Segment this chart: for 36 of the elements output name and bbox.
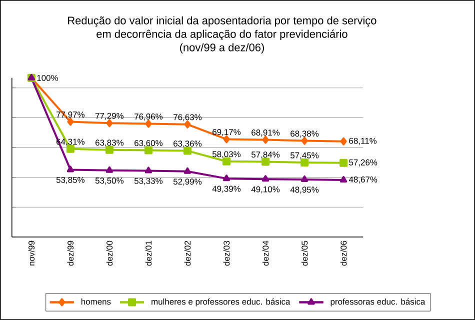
- legend-label: professoras educ. básica: [330, 298, 426, 306]
- data-label: 69,17%: [212, 129, 241, 136]
- data-label: 58,03%: [212, 151, 241, 158]
- data-label: 53,33%: [134, 178, 163, 185]
- data-label: 63,83%: [96, 140, 124, 147]
- x-tick-label: dez/99: [67, 240, 74, 266]
- data-label: 57,26%: [349, 159, 378, 166]
- data-label: 52,99%: [173, 178, 202, 186]
- data-label: 68,91%: [252, 130, 280, 137]
- data-label: 57,84%: [251, 152, 280, 159]
- legend-label: mulheres e professores educ. básica: [152, 298, 290, 306]
- x-tick-label: nov/99: [28, 240, 35, 266]
- data-label: 63,36%: [174, 140, 202, 148]
- x-tick-label: dez/06: [340, 240, 347, 266]
- data-label: 63,60%: [134, 140, 163, 148]
- x-tick-label: dez/00: [106, 240, 113, 266]
- data-label: 48,95%: [290, 186, 319, 194]
- data-label: 68,38%: [290, 130, 319, 138]
- data-label: 53,50%: [95, 178, 124, 185]
- x-tick-label: dez/02: [184, 240, 191, 266]
- x-tick-label: dez/03: [223, 240, 230, 266]
- x-tick-label: dez/05: [301, 240, 308, 266]
- x-tick-label: dez/01: [145, 240, 152, 266]
- data-label: 48,67%: [348, 176, 378, 184]
- data-label: 57,45%: [290, 152, 319, 160]
- legend-label: homens: [81, 298, 111, 305]
- data-label: 49,39%: [212, 186, 241, 193]
- chart-title: Redução do valor inicial da aposentadoria por tempo de serviço em decorrência da aplicação do fator previdenciário (nov/99 a dez/06): [68, 16, 376, 54]
- data-label: 53,85%: [56, 176, 84, 184]
- data-label: 68,11%: [349, 138, 377, 145]
- data-label: 49,10%: [251, 186, 280, 194]
- data-label: 76,63%: [174, 114, 202, 122]
- data-label: 100%: [37, 74, 58, 81]
- data-label: 76,96%: [134, 114, 163, 121]
- x-tick-label: dez/04: [262, 240, 269, 266]
- data-label: 77,29%: [96, 112, 124, 120]
